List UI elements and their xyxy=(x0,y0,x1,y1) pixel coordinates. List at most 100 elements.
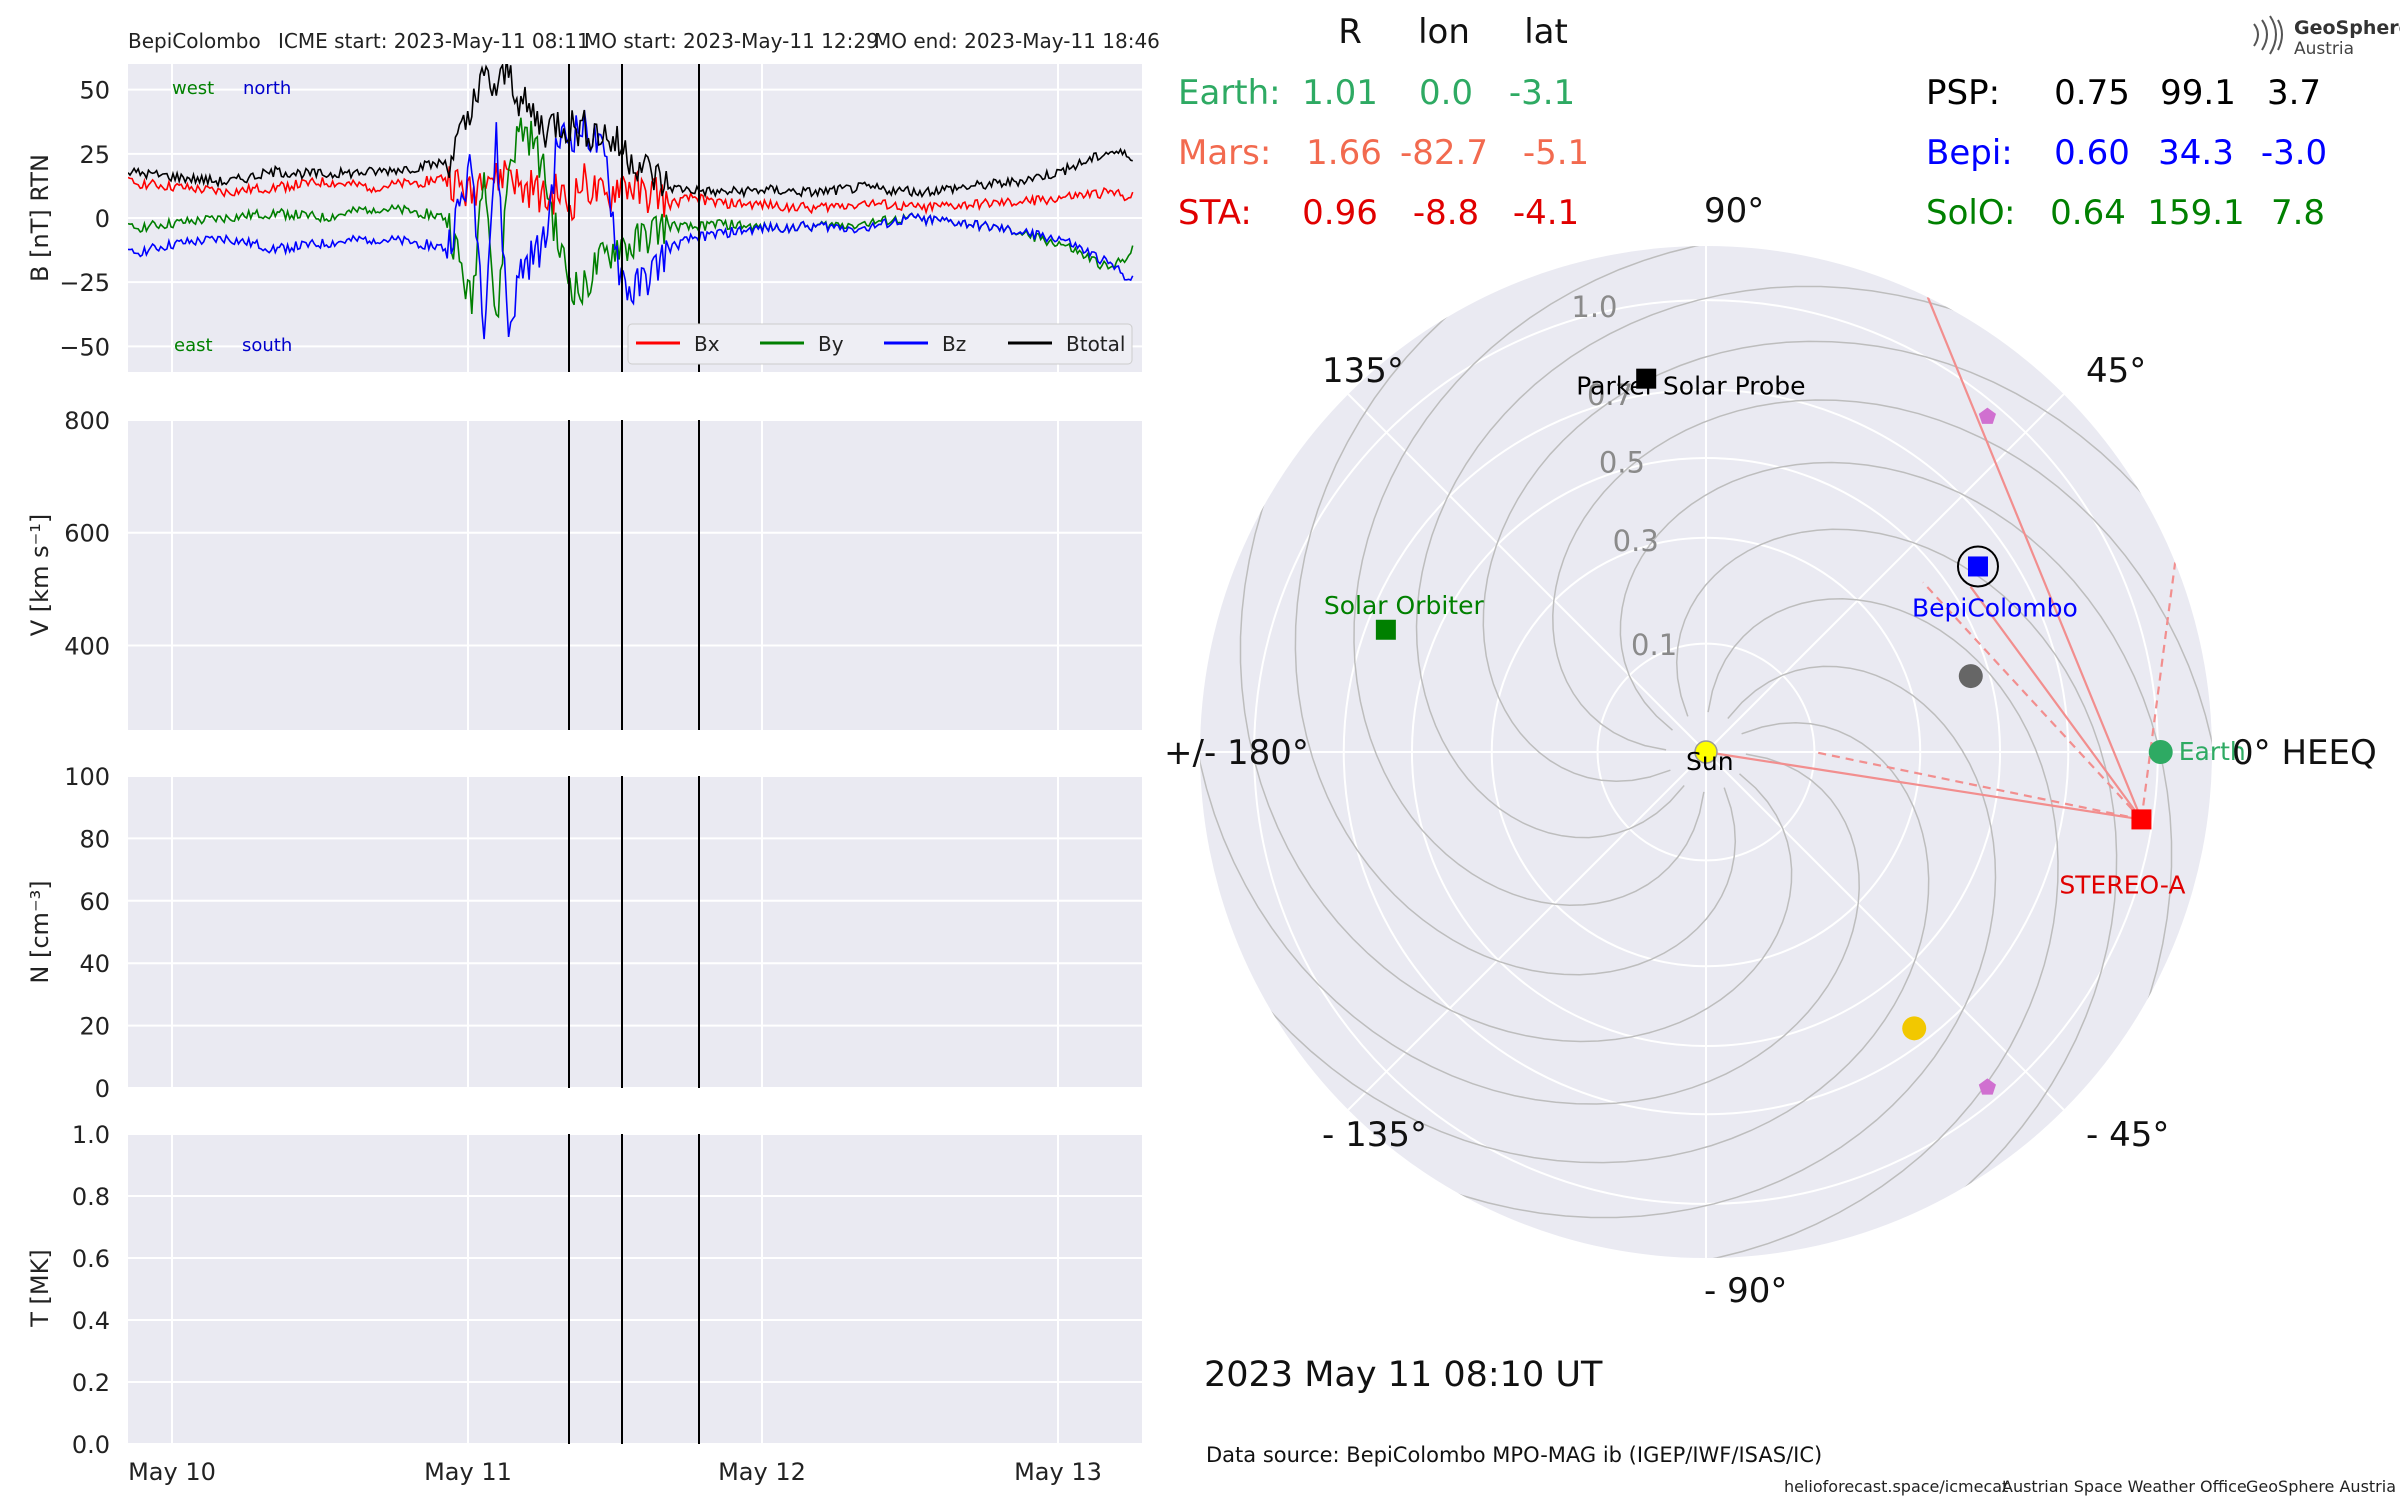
position-table: R lon lat Earth: 1.01 0.0 -3.1 Mars: 1.6… xyxy=(1178,12,2327,233)
data-source: Data source: BepiColombo MPO-MAG ib (IGE… xyxy=(1206,1443,1822,1467)
ylabel-b: B [nT] RTN xyxy=(26,154,54,282)
y-tick-label: 400 xyxy=(64,632,110,660)
panel-background xyxy=(128,776,1142,1088)
logo-line1: GeoSphere xyxy=(2294,17,2400,39)
annotation-east: east xyxy=(174,335,213,356)
legend-bz: Bz xyxy=(942,332,966,356)
pentagon-marker xyxy=(1978,1078,1996,1095)
parker-spirals xyxy=(1200,246,2212,1258)
row-earth-lat: -3.1 xyxy=(1509,73,1575,113)
time-series-panels: 50 25 0 −25 −50 800 600 400 100 80 60 40 20 0 1.0 0.8 0.… xyxy=(59,64,1142,1459)
header-icme-start: ICME start: 2023-May-11 08:11 xyxy=(278,29,590,53)
body-marker xyxy=(1967,556,1988,577)
b-series-group xyxy=(128,64,1134,340)
body-parker-solar-probe: Parker Solar Probe xyxy=(1576,368,1806,401)
row-bepi-r: 0.60 xyxy=(2054,133,2130,173)
body-label: Earth xyxy=(2179,737,2246,766)
body-bepicolombo: BepiColombo xyxy=(1912,545,2078,622)
logo-line2: Austria xyxy=(2294,39,2354,59)
row-earth-lon: 0.0 xyxy=(1419,73,1473,113)
radial-label: 0.1 xyxy=(1631,628,1677,662)
y-tick-label: 1.0 xyxy=(72,1121,110,1149)
annotation-north: north xyxy=(243,78,291,99)
x-tick-may12: May 12 xyxy=(718,1458,806,1486)
table-header-r: R xyxy=(1338,12,1362,52)
series-line-bx xyxy=(128,160,1134,222)
ylabel-n: N [cm⁻³] xyxy=(26,880,54,983)
panel-N: 100 80 60 40 20 0 xyxy=(64,763,1142,1103)
y-tick-label: 60 xyxy=(79,888,110,916)
legend-bx: Bx xyxy=(694,332,720,356)
row-solo-lon: 159.1 xyxy=(2147,193,2244,233)
y-tick-label: 0 xyxy=(95,205,110,233)
x-tick-may13: May 13 xyxy=(1014,1458,1102,1486)
row-psp-r: 0.75 xyxy=(2054,73,2130,113)
panel-T: 1.0 0.8 0.6 0.4 0.2 0.0 xyxy=(72,1121,1142,1459)
body-solar-orbiter: Solar Orbiter xyxy=(1324,591,1485,640)
y-tick-label: −50 xyxy=(59,333,110,361)
row-mars-lat: -5.1 xyxy=(1523,133,1589,173)
y-tick-label: 0.2 xyxy=(72,1369,110,1397)
y-tick-label: −25 xyxy=(59,269,110,297)
table-header-lon: lon xyxy=(1418,12,1470,52)
row-solo-r: 0.64 xyxy=(2050,193,2126,233)
parker-spiral-line xyxy=(1353,246,1722,906)
angle-label-90: 90° xyxy=(1704,191,1764,231)
footer-site: helioforecast.space/icmecat xyxy=(1784,1477,2008,1496)
angle-label-135: 135° xyxy=(1322,351,1404,391)
y-tick-label: 600 xyxy=(64,520,110,548)
row-sta-r: 0.96 xyxy=(1302,193,1378,233)
timestamp: 2023 May 11 08:10 UT xyxy=(1204,1355,1603,1395)
panel-background xyxy=(128,420,1142,730)
row-mars-r: 1.66 xyxy=(1306,133,1382,173)
stereo-a-fov-line xyxy=(1705,750,2142,821)
row-bepi-lon: 34.3 xyxy=(2158,133,2234,173)
row-sta-lat: -4.1 xyxy=(1513,193,1579,233)
radial-label: 1.0 xyxy=(1571,290,1617,324)
body-earth: Earth xyxy=(2148,737,2246,766)
planet-marker xyxy=(1902,1016,1927,1041)
header-mo-start: MO start: 2023-May-11 12:29 xyxy=(584,29,879,53)
body-label: BepiColombo xyxy=(1912,593,2078,622)
polar-grid-spoke xyxy=(1347,751,1707,1111)
stereo-a-fov-line xyxy=(2140,562,2177,820)
y-tick-label: 0 xyxy=(95,1075,110,1103)
row-sta-name: STA: xyxy=(1178,193,1252,233)
parker-spiral-line xyxy=(1675,528,2118,1203)
radial-label: 0.5 xyxy=(1599,445,1645,479)
y-tick-label: 800 xyxy=(64,407,110,435)
y-tick-label: 0.8 xyxy=(72,1183,110,1211)
row-psp-lon: 99.1 xyxy=(2160,73,2236,113)
row-solo-lat: 7.8 xyxy=(2271,193,2325,233)
y-tick-label: 20 xyxy=(79,1013,110,1041)
body-marker xyxy=(1375,619,1396,640)
parker-spiral-line xyxy=(1200,736,1860,1105)
body-label: Solar Orbiter xyxy=(1324,591,1485,620)
row-sta-lon: -8.8 xyxy=(1413,193,1479,233)
ylabel-v: V [km s⁻¹] xyxy=(26,514,54,636)
body-marker xyxy=(2148,740,2173,764)
body-label: STEREO-A xyxy=(2059,870,2185,899)
polar-grid-spoke xyxy=(1347,393,1707,753)
body-ring xyxy=(1956,545,1999,588)
angle-label-m45: - 45° xyxy=(2086,1115,2169,1155)
panel-background xyxy=(128,1134,1142,1444)
polar-grid-spoke xyxy=(1705,393,2065,753)
footer-org: GeoSphere Austria xyxy=(2246,1477,2396,1496)
row-bepi-lat: -3.0 xyxy=(2261,133,2327,173)
y-tick-label: 40 xyxy=(79,950,110,978)
footer-office: Austrian Space Weather Office xyxy=(2002,1477,2247,1496)
pentagon-marker xyxy=(1978,407,1996,424)
x-tick-may11: May 11 xyxy=(424,1458,512,1486)
angle-label-45: 45° xyxy=(2086,351,2146,391)
b-legend: Bx By Bz Btotal xyxy=(627,323,1133,365)
y-tick-label: 80 xyxy=(79,825,110,853)
radial-label: 0.7 xyxy=(1587,378,1633,412)
panel-V: 800 600 400 xyxy=(64,407,1142,730)
y-tick-label: 100 xyxy=(64,763,110,791)
x-tick-may10: May 10 xyxy=(128,1458,216,1486)
parker-spiral-line xyxy=(1239,482,1793,1043)
table-header-lat: lat xyxy=(1524,12,1568,52)
parker-spiral-line xyxy=(1482,340,2157,783)
polar-plot: 1.0 0.7 0.5 0.3 0.1 Parker Solar Probe BepiCol… xyxy=(1200,246,2246,1258)
